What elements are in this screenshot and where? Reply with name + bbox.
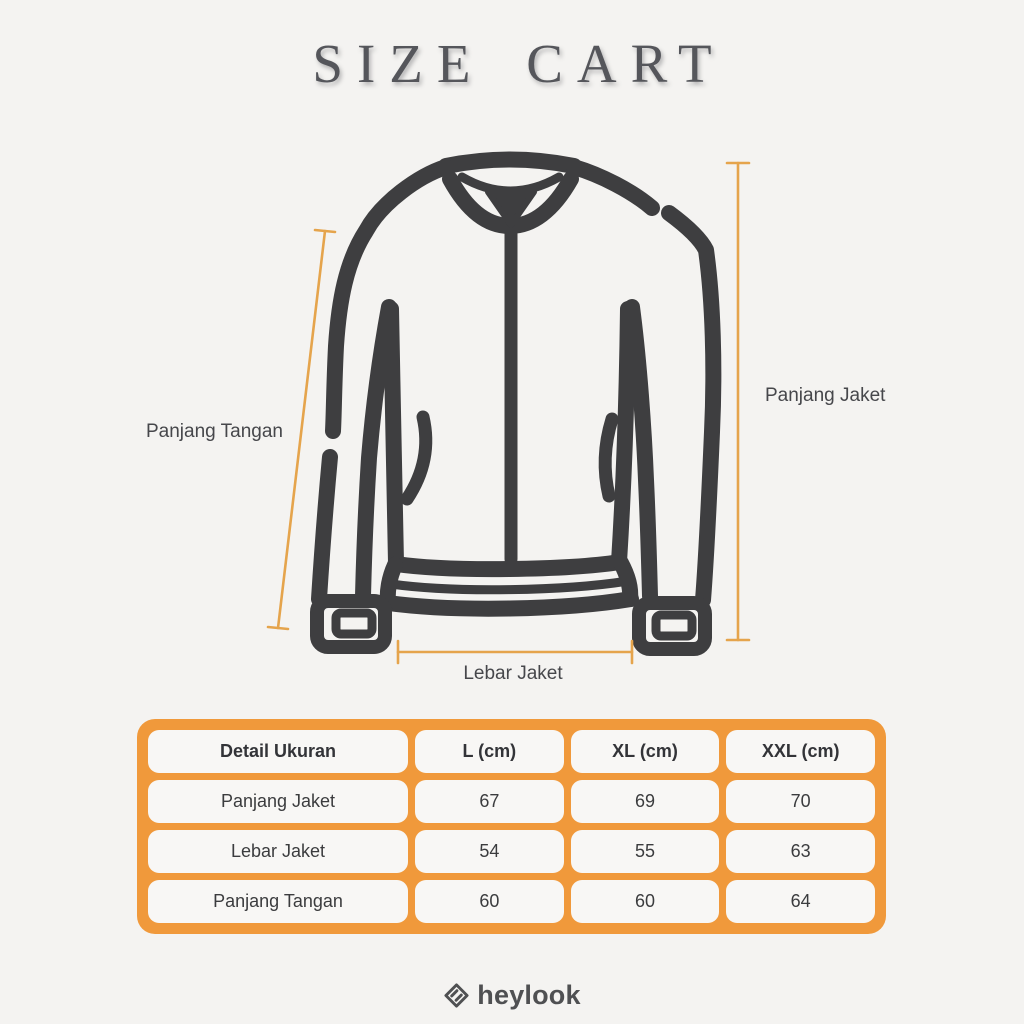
jacket-cuffs <box>310 594 712 656</box>
jacket-illustration <box>266 151 751 665</box>
dimension-line-length <box>725 161 751 642</box>
dimension-line-width <box>396 639 634 665</box>
table-header-l: L (cm) <box>415 730 564 773</box>
size-table: Detail Ukuran L (cm) XL (cm) XXL (cm) Pa… <box>137 719 886 934</box>
row-label-panjang-tangan: Panjang Tangan <box>148 880 408 923</box>
label-lebar-jaket: Lebar Jaket <box>463 663 563 684</box>
brand-name: heylook <box>477 980 581 1010</box>
jacket-collar-notch <box>485 189 537 228</box>
cell-lebar-jaket-xl: 55 <box>570 830 720 873</box>
jacket-pocket-right <box>598 412 619 503</box>
heylook-diamond-icon <box>444 983 469 1008</box>
row-label-panjang-jaket: Panjang Jaket <box>148 780 408 823</box>
brand-logo: heylook <box>0 980 1024 1011</box>
cell-panjang-tangan-xl: 60 <box>570 880 720 923</box>
jacket-zipper-and-pockets <box>400 222 619 566</box>
cell-panjang-jaket-l: 67 <box>415 780 564 823</box>
cell-panjang-tangan-xxl: 64 <box>726 880 875 923</box>
table-header-xxl: XXL (cm) <box>726 730 875 773</box>
cell-panjang-jaket-xxl: 70 <box>726 780 875 823</box>
jacket-pocket-left <box>400 410 433 506</box>
table-header-detail-ukuran: Detail Ukuran <box>148 730 408 773</box>
dimension-lines <box>266 161 751 665</box>
cell-panjang-jaket-xl: 69 <box>570 780 720 823</box>
row-label-lebar-jaket: Lebar Jaket <box>148 830 408 873</box>
cell-panjang-tangan-l: 60 <box>415 880 564 923</box>
label-panjang-jaket: Panjang Jaket <box>765 385 886 406</box>
cell-lebar-jaket-xxl: 63 <box>726 830 875 873</box>
label-panjang-tangan: Panjang Tangan <box>146 421 283 442</box>
cell-lebar-jaket-l: 54 <box>415 830 564 873</box>
dimension-line-sleeve <box>266 228 337 631</box>
table-header-xl: XL (cm) <box>570 730 720 773</box>
page-title: SIZE CART <box>312 33 726 94</box>
